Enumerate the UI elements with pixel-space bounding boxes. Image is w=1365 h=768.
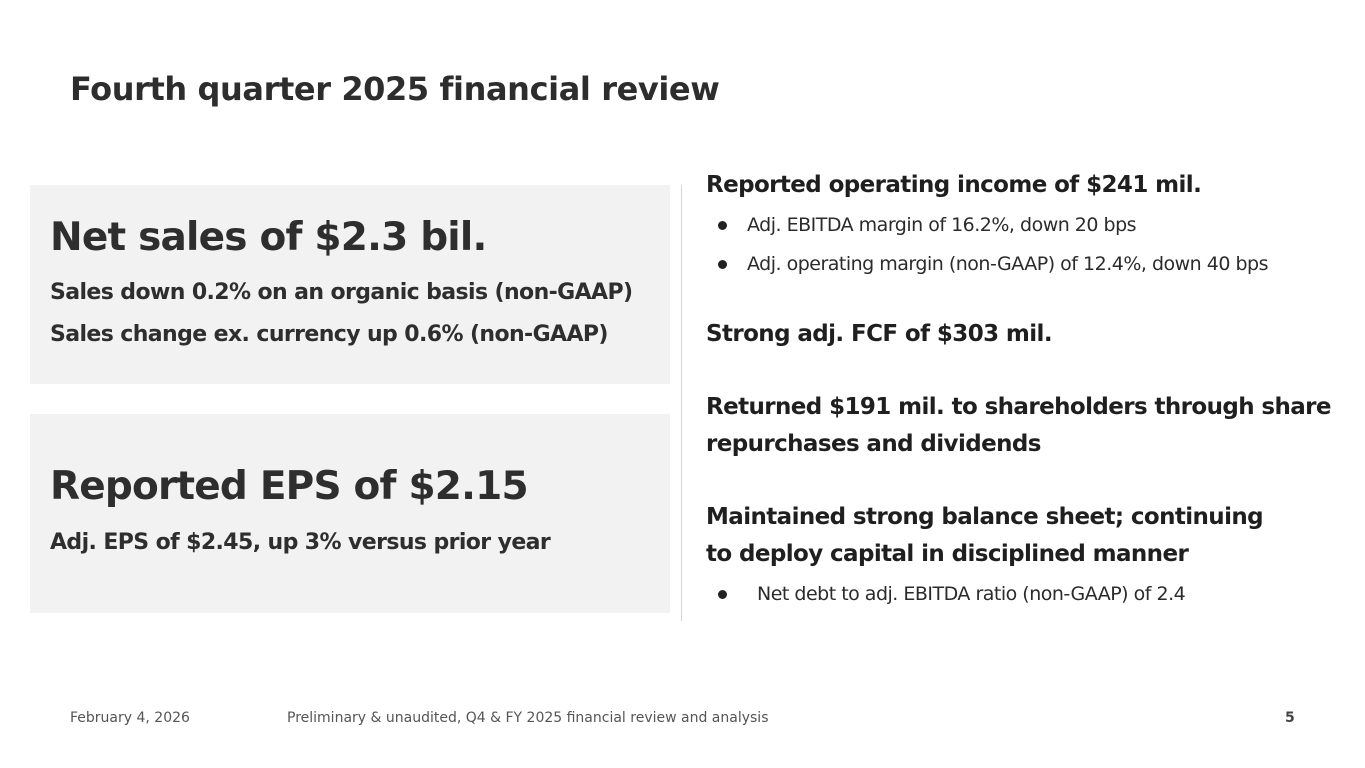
column-divider (681, 185, 682, 621)
balance-sheet-heading-line-1: Maintained strong balance sheet; continu… (706, 504, 1264, 530)
adj-eps-line: Adj. EPS of $2.45, up 3% versus prior ye… (50, 530, 551, 555)
operating-margin-text: Adj. operating margin (non-GAAP) of 12.4… (747, 253, 1269, 275)
bullet-dot-icon (718, 220, 727, 230)
eps-headline: Reported EPS of $2.15 (50, 464, 529, 509)
operating-income-heading: Reported operating income of $241 mil. (706, 172, 1202, 198)
returned-heading-line-2: repurchases and dividends (706, 431, 1041, 457)
list-item: Adj. operating margin (non-GAAP) of 12.4… (718, 253, 1269, 275)
currency-sales-line: Sales change ex. currency up 0.6% (non-G… (50, 322, 608, 347)
returned-heading-line-1: Returned $191 mil. to shareholders throu… (706, 394, 1332, 420)
eps-card: Reported EPS of $2.15 Adj. EPS of $2.45,… (30, 414, 670, 613)
organic-sales-line: Sales down 0.2% on an organic basis (non… (50, 280, 633, 305)
list-item: Adj. EBITDA margin of 16.2%, down 20 bps (718, 214, 1137, 236)
ebitda-margin-text: Adj. EBITDA margin of 16.2%, down 20 bps (747, 214, 1137, 236)
net-sales-card: Net sales of $2.3 bil. Sales down 0.2% o… (30, 185, 670, 384)
net-debt-ratio-text: Net debt to adj. EBITDA ratio (non-GAAP)… (757, 583, 1186, 605)
bullet-dot-icon (718, 589, 727, 599)
net-sales-headline: Net sales of $2.3 bil. (50, 215, 487, 260)
footer-date: February 4, 2026 (70, 710, 190, 726)
slide-title: Fourth quarter 2025 financial review (70, 70, 720, 108)
bullet-dot-icon (718, 259, 727, 269)
page-number: 5 (1285, 710, 1295, 726)
fcf-heading: Strong adj. FCF of $303 mil. (706, 321, 1053, 347)
balance-sheet-heading-line-2: to deploy capital in disciplined manner (706, 541, 1189, 567)
footer-note: Preliminary & unaudited, Q4 & FY 2025 fi… (287, 710, 769, 726)
list-item: Net debt to adj. EBITDA ratio (non-GAAP)… (718, 583, 1186, 605)
